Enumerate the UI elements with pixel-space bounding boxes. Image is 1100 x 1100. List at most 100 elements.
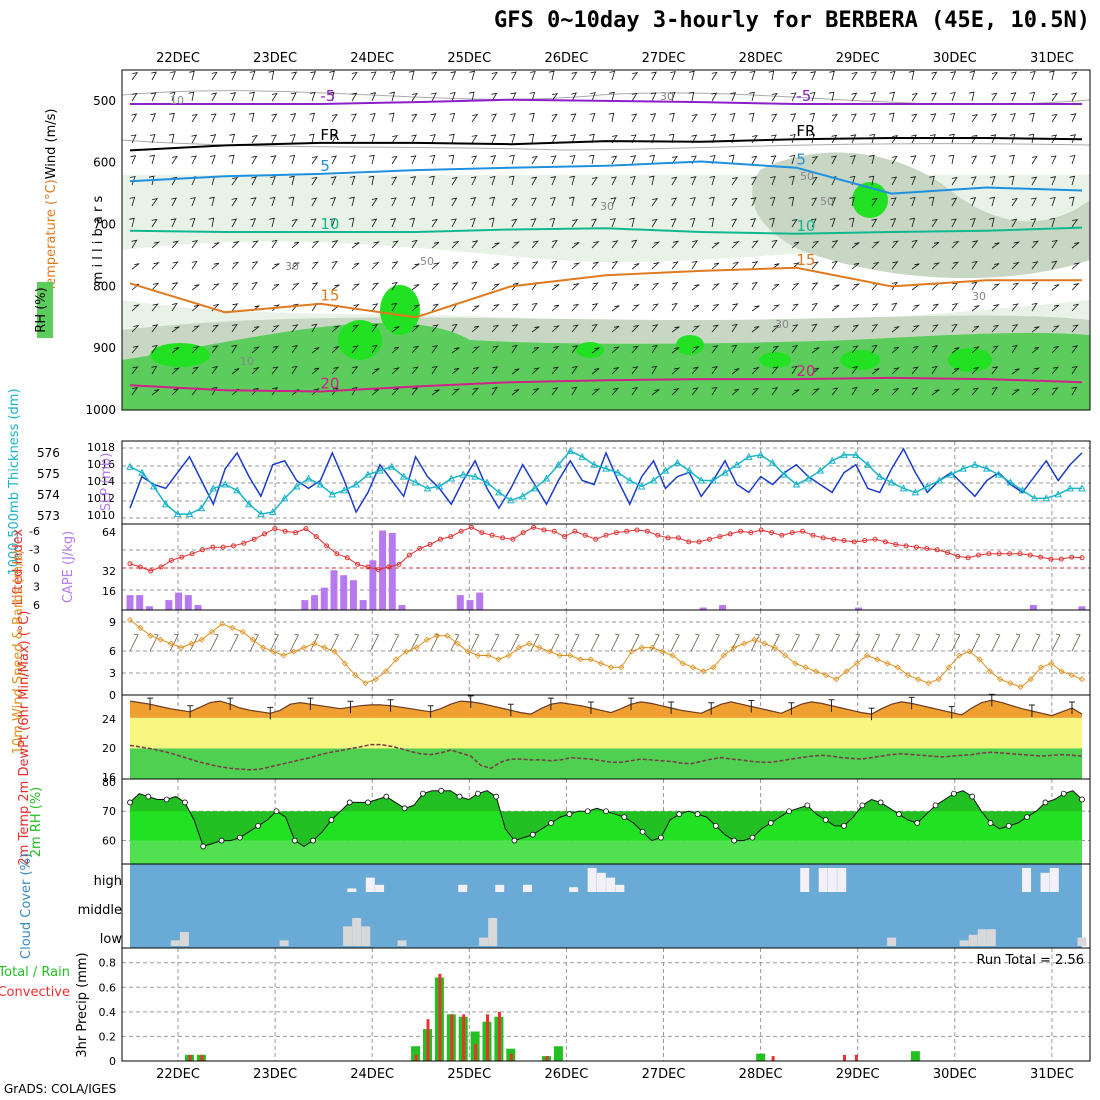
- wind-barb: [591, 303, 599, 312]
- wind-speed-point: [188, 640, 195, 647]
- cloud-high-bar: [569, 887, 579, 892]
- li-tick: 3: [33, 581, 40, 594]
- wind-barb: [870, 112, 876, 123]
- wind-barb: [291, 262, 300, 270]
- wind-barb: [170, 71, 176, 81]
- wind-barb: [291, 303, 299, 312]
- wind-barb: [951, 176, 958, 186]
- isotherm-label: FR: [320, 126, 339, 144]
- rh-point: [474, 790, 481, 797]
- lifted-index-point: [624, 528, 630, 534]
- wind-barb: [571, 324, 579, 333]
- thickness-tick: 575: [37, 467, 60, 481]
- wind-barb: [911, 325, 920, 333]
- wind-barb: [809, 112, 816, 123]
- temp-minmax-bar: [427, 705, 434, 718]
- wind-barb: [491, 113, 497, 123]
- wind-speed-point: [126, 616, 134, 623]
- wind-barb: [471, 366, 480, 375]
- wind-barb: [428, 196, 435, 207]
- wind-barb: [251, 346, 261, 354]
- wind-speed-point: [239, 628, 246, 635]
- wind-barb: [908, 70, 915, 81]
- wind-barb: [171, 240, 180, 249]
- lifted-index-point: [965, 555, 971, 561]
- precip-convective-bar: [462, 1014, 466, 1061]
- lifted-index-point: [158, 564, 164, 570]
- cloud-high-bar: [522, 884, 532, 892]
- wind-barb: [931, 345, 939, 354]
- wind-barb: [1071, 71, 1078, 81]
- wind-barb: [431, 303, 440, 312]
- rh-legend-label: RH (%): [34, 287, 49, 332]
- wind-barb: [291, 241, 300, 249]
- li-tick: -3: [29, 544, 40, 557]
- thickness-point: [863, 460, 872, 468]
- cape-bar: [398, 605, 406, 610]
- wind-barb: [148, 175, 155, 186]
- wind-barb: [211, 345, 219, 354]
- wind-barb: [571, 365, 578, 375]
- wind-barb: [470, 197, 477, 207]
- wind-barb: [631, 283, 640, 291]
- lifted-index-point: [634, 527, 640, 533]
- date-label-bottom: 29DEC: [836, 1067, 880, 1082]
- wind-barb: [791, 218, 798, 228]
- wind-barb: [250, 197, 257, 207]
- cloud-low-bar: [279, 940, 289, 946]
- lifted-index-point: [841, 538, 847, 544]
- wind-barb: [571, 92, 577, 102]
- wind-barb: [151, 218, 158, 228]
- wind-barb-10m: [851, 633, 861, 652]
- wind-barb: [291, 218, 298, 228]
- lifted-index-point: [727, 531, 733, 537]
- wind-barb: [151, 71, 157, 81]
- wind-barb: [851, 71, 858, 81]
- wind-barb: [150, 92, 157, 102]
- wind-speed-point: [157, 636, 164, 643]
- wind-barb: [751, 261, 759, 270]
- wind-speed-point: [915, 676, 922, 683]
- rh-saturated-cell: [576, 342, 604, 358]
- rh-point: [932, 802, 939, 809]
- wind-barb: [311, 367, 320, 375]
- rh-point: [822, 817, 829, 823]
- wind-barb: [1011, 197, 1018, 207]
- rh-contour-label: 10: [170, 94, 184, 107]
- wind-barb: [528, 133, 535, 144]
- wind-barb: [871, 261, 880, 270]
- wind-speed-point: [413, 644, 420, 651]
- wind-barb: [851, 283, 861, 291]
- wind-barb: [710, 134, 717, 144]
- wind-barb: [291, 282, 300, 291]
- cape-bar: [1078, 606, 1086, 610]
- wind-speed-point: [208, 628, 215, 635]
- wind-barb: [171, 197, 177, 207]
- rh-point: [456, 793, 463, 800]
- pressure-tick-label: 700: [93, 218, 116, 232]
- footer-credit: GrADS: COLA/IGES: [4, 1082, 117, 1096]
- cloud-high-bar: [495, 884, 505, 892]
- wind-barb: [631, 366, 639, 375]
- thickness-point: [661, 466, 670, 474]
- wind-barb: [231, 303, 239, 312]
- wind-barb: [191, 345, 200, 354]
- wind-barb: [629, 196, 636, 207]
- thickness-point: [852, 450, 860, 458]
- wind-barb: [568, 196, 575, 207]
- wind-barb: [891, 261, 899, 270]
- wind-barb: [688, 91, 695, 102]
- rh-contour-line: [122, 139, 1090, 151]
- wind-barb: [248, 112, 255, 123]
- wind-barb-10m: [1071, 633, 1081, 652]
- wind-barb: [589, 112, 596, 123]
- cloud-high-bar: [1049, 868, 1059, 892]
- wind-barb: [429, 154, 436, 165]
- wind-barb: [591, 240, 600, 249]
- thickness-point: [1042, 494, 1051, 502]
- rh-contour-label: 50: [820, 195, 834, 208]
- wind-barb: [389, 70, 396, 81]
- wind-barb: [529, 91, 536, 102]
- temp-yellow-band: [130, 717, 1082, 749]
- wind-barb: [591, 176, 598, 186]
